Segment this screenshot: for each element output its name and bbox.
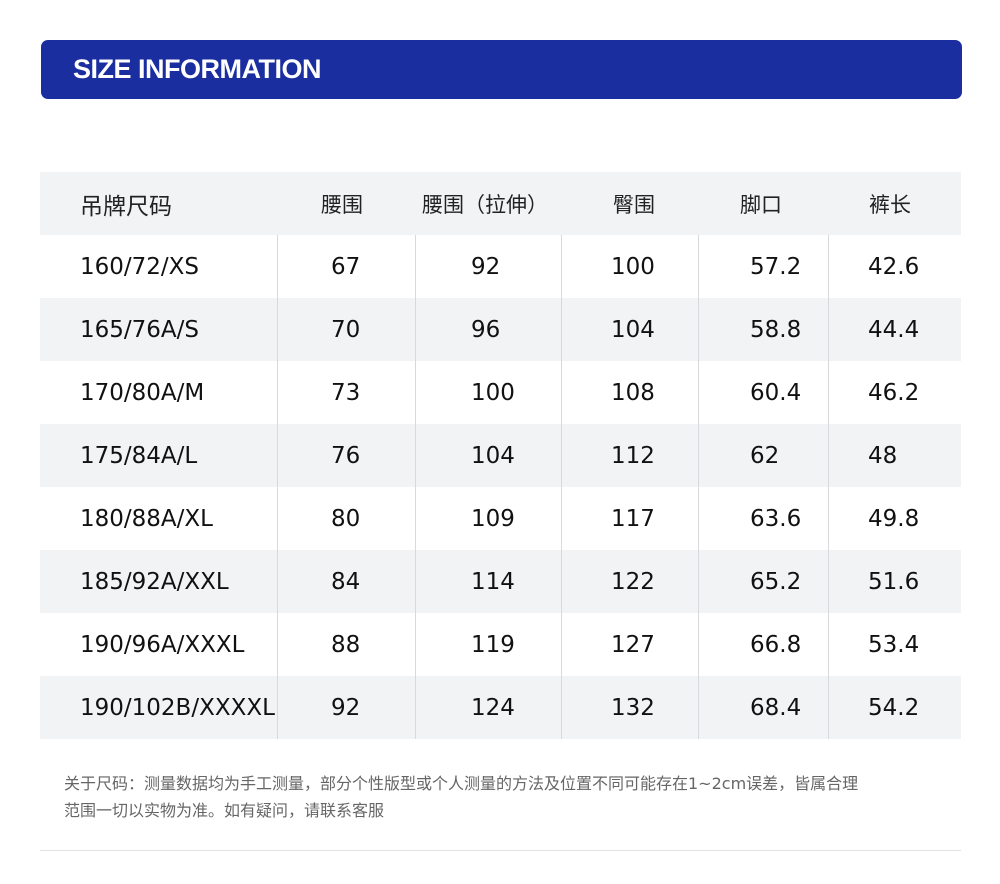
waist-stretched-cell: 96	[471, 316, 501, 343]
waist-cell: 92	[331, 694, 361, 721]
size-cell: 185/92A/XXL	[80, 568, 229, 595]
length-cell: 42.6	[868, 253, 920, 280]
column-divider	[828, 235, 829, 739]
column-divider	[277, 235, 278, 739]
size-cell: 165/76A/S	[80, 316, 199, 343]
column-divider	[415, 235, 416, 739]
waist-stretched-cell: 92	[471, 253, 501, 280]
hip-cell: 117	[611, 505, 655, 532]
table-row: 180/88A/XL 80 109 117 63.6 49.8	[40, 487, 961, 550]
header-waist-stretched: 腰围（拉伸）	[422, 192, 548, 217]
waist-cell: 84	[331, 568, 361, 595]
table-row: 190/102B/XXXXL 92 124 132 68.4 54.2	[40, 676, 961, 739]
table-row: 165/76A/S 70 96 104 58.8 44.4	[40, 298, 961, 361]
size-table: 吊牌尺码 腰围 腰围（拉伸） 臀围 脚口 裤长 160/72/XS 67 92 …	[40, 172, 961, 739]
length-cell: 54.2	[868, 694, 920, 721]
column-divider	[561, 235, 562, 739]
length-cell: 46.2	[868, 379, 920, 406]
length-cell: 48	[868, 442, 898, 469]
size-cell: 175/84A/L	[80, 442, 198, 469]
waist-stretched-cell: 119	[471, 631, 515, 658]
note-line-1: 关于尺码：测量数据均为手工测量，部分个性版型或个人测量的方法及位置不同可能存在1…	[64, 774, 859, 793]
leg-opening-cell: 66.8	[750, 631, 802, 658]
note-line-2: 范围一切以实物为准。如有疑问，请联系客服	[64, 801, 385, 820]
leg-opening-cell: 68.4	[750, 694, 802, 721]
waist-cell: 76	[331, 442, 361, 469]
banner-title: SIZE INFORMATION	[73, 54, 322, 84]
table-row: 185/92A/XXL 84 114 122 65.2 51.6	[40, 550, 961, 613]
size-cell: 190/102B/XXXXL	[80, 694, 275, 721]
bottom-divider	[40, 850, 961, 851]
header-pants-length: 裤长	[869, 192, 911, 217]
waist-stretched-cell: 100	[471, 379, 515, 406]
table-row: 170/80A/M 73 100 108 60.4 46.2	[40, 361, 961, 424]
waist-stretched-cell: 114	[471, 568, 515, 595]
waist-cell: 67	[331, 253, 361, 280]
size-note: 关于尺码：测量数据均为手工测量，部分个性版型或个人测量的方法及位置不同可能存在1…	[64, 770, 959, 824]
waist-stretched-cell: 104	[471, 442, 515, 469]
hip-cell: 122	[611, 568, 655, 595]
hip-cell: 100	[611, 253, 655, 280]
size-info-banner: SIZE INFORMATION	[41, 40, 962, 99]
hip-cell: 108	[611, 379, 655, 406]
leg-opening-cell: 57.2	[750, 253, 802, 280]
size-cell: 170/80A/M	[80, 379, 205, 406]
waist-cell: 70	[331, 316, 361, 343]
leg-opening-cell: 60.4	[750, 379, 802, 406]
hip-cell: 127	[611, 631, 655, 658]
leg-opening-cell: 65.2	[750, 568, 802, 595]
hip-cell: 112	[611, 442, 655, 469]
hip-cell: 132	[611, 694, 655, 721]
column-divider	[698, 235, 699, 739]
length-cell: 44.4	[868, 316, 920, 343]
table-row: 160/72/XS 67 92 100 57.2 42.6	[40, 235, 961, 298]
waist-cell: 80	[331, 505, 361, 532]
header-leg-opening: 脚口	[740, 192, 782, 217]
length-cell: 49.8	[868, 505, 920, 532]
length-cell: 53.4	[868, 631, 920, 658]
header-waist: 腰围	[321, 192, 363, 217]
waist-cell: 88	[331, 631, 361, 658]
size-cell: 160/72/XS	[80, 253, 200, 280]
hip-cell: 104	[611, 316, 655, 343]
length-cell: 51.6	[868, 568, 920, 595]
header-size-tag: 吊牌尺码	[80, 193, 172, 220]
size-cell: 190/96A/XXXL	[80, 631, 245, 658]
waist-stretched-cell: 109	[471, 505, 515, 532]
size-cell: 180/88A/XL	[80, 505, 213, 532]
leg-opening-cell: 62	[750, 442, 780, 469]
table-row: 175/84A/L 76 104 112 62 48	[40, 424, 961, 487]
header-hip: 臀围	[613, 192, 655, 217]
table-row: 190/96A/XXXL 88 119 127 66.8 53.4	[40, 613, 961, 676]
leg-opening-cell: 58.8	[750, 316, 802, 343]
waist-stretched-cell: 124	[471, 694, 515, 721]
waist-cell: 73	[331, 379, 361, 406]
table-header: 吊牌尺码 腰围 腰围（拉伸） 臀围 脚口 裤长	[40, 172, 961, 235]
leg-opening-cell: 63.6	[750, 505, 802, 532]
